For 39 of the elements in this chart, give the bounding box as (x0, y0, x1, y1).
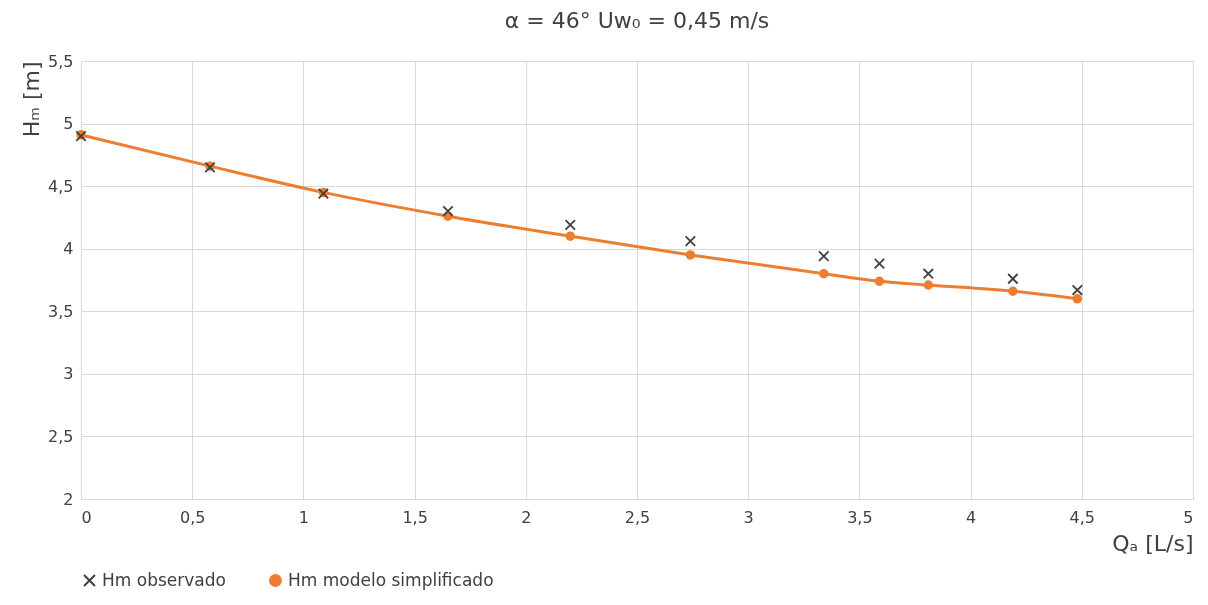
x-tick-label: 2 (521, 507, 532, 527)
x-tick-label: 2,5 (624, 507, 651, 527)
point (874, 276, 885, 286)
chart-title: α = 46° Uw₀ = 0,45 m/s (504, 8, 770, 33)
x-tick-label: 5 (1183, 507, 1194, 527)
point (818, 250, 830, 262)
point (685, 250, 696, 260)
point (1071, 284, 1083, 296)
point (565, 231, 576, 241)
x-tick-label: 4 (966, 507, 977, 527)
y-tick-label: 2,5 (48, 426, 74, 446)
point (1008, 286, 1018, 296)
point (873, 258, 886, 270)
x-tick-label: 4,5 (1069, 507, 1096, 527)
x-tick-label: 3 (743, 507, 754, 527)
point (819, 269, 829, 279)
point (923, 280, 934, 290)
point (1007, 273, 1019, 285)
point (922, 268, 934, 280)
y-tick-label: 3 (63, 364, 74, 384)
x-axis-title: Qₐ [L/s] (1112, 530, 1194, 556)
y-tick-label: 5,5 (48, 51, 74, 71)
x-tick-label: 0 (81, 507, 92, 527)
x-tick-label: 1,5 (402, 507, 428, 527)
y-axis-title: Hₘ [m] (19, 61, 45, 138)
point (684, 235, 697, 247)
y-tick-label: 4 (63, 239, 74, 259)
legend-label: Hm modelo simplificado (288, 569, 494, 590)
point (564, 219, 576, 231)
y-tick-label: 4,5 (48, 176, 74, 196)
point (442, 205, 454, 217)
x-tick-label: 1 (298, 507, 309, 527)
legend-label: Hm observado (102, 569, 226, 590)
x-tick-label: 3,5 (847, 507, 873, 527)
x-tick-label: 0,5 (179, 507, 206, 527)
y-tick-label: 3,5 (48, 301, 74, 321)
point (1072, 294, 1083, 304)
y-tick-label: 2 (63, 489, 74, 509)
y-tick-label: 5 (63, 114, 74, 134)
